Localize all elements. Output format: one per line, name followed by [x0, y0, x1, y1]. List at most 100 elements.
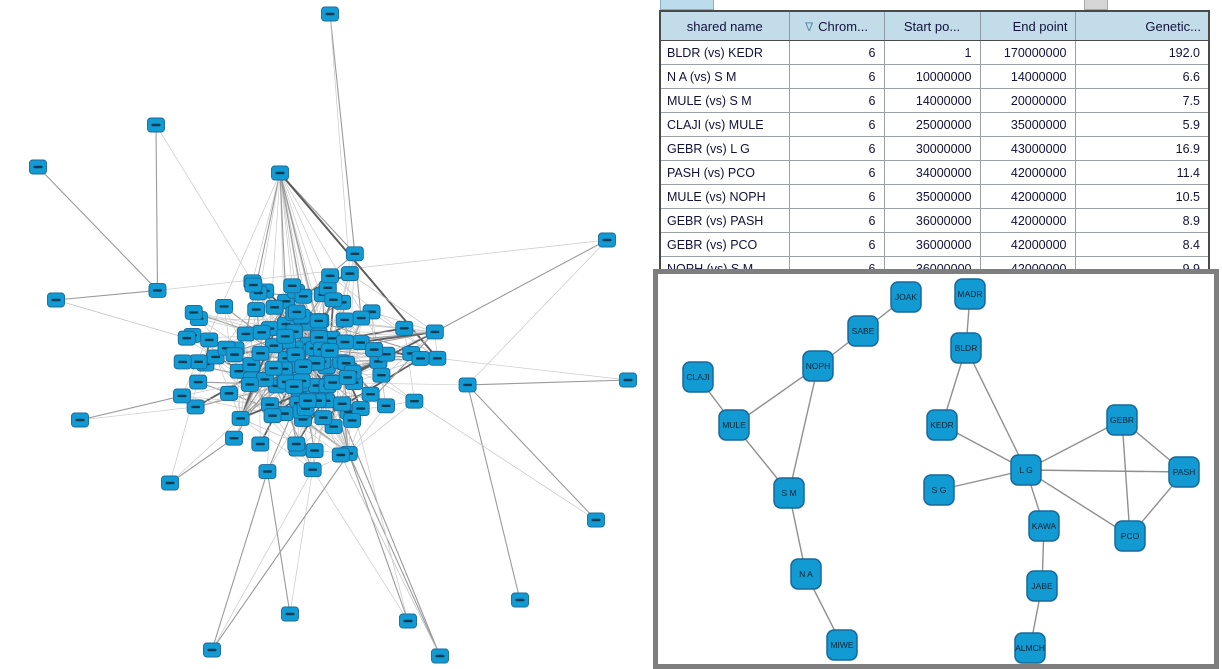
network-node-almch[interactable]: ALMCH	[1014, 632, 1046, 664]
network-node[interactable]	[242, 357, 261, 372]
network-node[interactable]	[352, 310, 371, 326]
network-node[interactable]	[428, 350, 447, 366]
network-node[interactable]	[251, 436, 270, 452]
network-node[interactable]	[177, 330, 196, 346]
network-node[interactable]	[324, 292, 343, 308]
network-node-gebr[interactable]: GEBR	[1106, 404, 1138, 436]
network-node-joak[interactable]: JOAK	[890, 281, 922, 313]
network-node[interactable]	[47, 292, 65, 308]
network-node[interactable]	[598, 232, 616, 248]
network-node[interactable]	[252, 324, 271, 340]
network-node[interactable]	[265, 299, 284, 315]
network-node-l-g[interactable]: L G	[1010, 454, 1042, 486]
network-node[interactable]	[458, 377, 477, 393]
network-node[interactable]	[264, 360, 283, 376]
network-node[interactable]	[231, 410, 250, 426]
network-node[interactable]	[340, 266, 359, 282]
table-row[interactable]: GEBR (vs) L G 6 30000000 43000000 16.9	[659, 136, 1210, 161]
network-node[interactable]	[345, 246, 364, 262]
network-node[interactable]	[244, 277, 263, 293]
tab-stub-left[interactable]	[660, 0, 714, 10]
network-node[interactable]	[320, 343, 339, 359]
network-node[interactable]	[186, 399, 205, 415]
large-network-canvas[interactable]	[0, 0, 651, 669]
network-node[interactable]	[309, 313, 328, 329]
network-node-claji[interactable]: CLAJI	[682, 361, 714, 393]
network-node[interactable]	[286, 347, 305, 363]
network-node[interactable]	[372, 367, 391, 383]
network-node[interactable]	[619, 372, 637, 388]
network-node-noph[interactable]: NOPH	[802, 350, 834, 382]
network-node[interactable]	[294, 359, 313, 375]
network-node[interactable]	[281, 606, 299, 622]
network-node[interactable]	[236, 326, 255, 342]
network-node[interactable]	[247, 302, 266, 318]
network-node[interactable]	[405, 393, 424, 409]
network-node[interactable]	[29, 159, 47, 175]
network-node[interactable]	[189, 374, 208, 390]
network-node[interactable]	[333, 396, 352, 412]
network-node[interactable]	[303, 462, 322, 478]
table-row[interactable]: N A (vs) S M 6 10000000 14000000 6.6	[659, 64, 1210, 89]
network-node[interactable]	[147, 117, 165, 133]
network-node[interactable]	[263, 408, 282, 424]
network-node[interactable]	[285, 379, 304, 395]
column-header-chrom[interactable]: ∇ Chrom...	[788, 10, 885, 41]
network-node[interactable]	[335, 334, 354, 350]
table-row[interactable]: GEBR (vs) PASH 6 36000000 42000000 8.9	[659, 208, 1210, 233]
network-node[interactable]	[173, 388, 191, 404]
network-node[interactable]	[399, 613, 417, 629]
network-node-madr[interactable]: MADR	[954, 278, 986, 310]
network-node[interactable]	[251, 345, 270, 361]
network-node[interactable]	[365, 342, 384, 358]
network-node[interactable]	[271, 165, 289, 181]
network-node[interactable]	[511, 592, 529, 608]
network-node[interactable]	[71, 412, 89, 428]
network-node[interactable]	[189, 354, 208, 370]
network-node-bldr[interactable]: BLDR	[950, 332, 982, 364]
network-node[interactable]	[361, 386, 380, 402]
network-node-jabe[interactable]: JABE	[1026, 570, 1058, 602]
table-row[interactable]: GEBR (vs) PCO 6 36000000 42000000 8.4	[659, 232, 1210, 257]
tab-stub-right[interactable]	[1084, 0, 1108, 10]
network-node-pash[interactable]: PASH	[1168, 456, 1200, 488]
network-node-sabe[interactable]: SABE	[847, 315, 879, 347]
network-node[interactable]	[331, 447, 350, 463]
network-node[interactable]	[321, 6, 339, 22]
network-node[interactable]	[173, 354, 192, 370]
network-node-mule[interactable]: MULE	[718, 409, 750, 441]
network-node[interactable]	[276, 328, 295, 344]
network-node-miwe[interactable]: MIWE	[826, 629, 858, 661]
column-header-end-point[interactable]: End point	[979, 10, 1076, 41]
network-node[interactable]	[200, 332, 219, 348]
small-network-canvas[interactable]: JOAK SABE NOPH CLAJI MULE S M N A MIWE MADR BLDR K…	[658, 274, 1214, 664]
network-node-pco[interactable]: PCO	[1114, 520, 1146, 552]
network-node[interactable]	[283, 278, 302, 294]
column-header-shared-name[interactable]: shared name	[659, 10, 790, 41]
network-node[interactable]	[215, 299, 234, 314]
network-node[interactable]	[148, 282, 167, 298]
network-node[interactable]	[431, 648, 449, 664]
network-node[interactable]	[225, 347, 244, 363]
network-node[interactable]	[287, 436, 306, 452]
network-node[interactable]	[587, 512, 605, 528]
network-node[interactable]	[343, 413, 362, 428]
network-node-s-m[interactable]: S M	[773, 477, 805, 509]
network-node[interactable]	[377, 398, 395, 414]
filter-icon[interactable]: ∇	[805, 19, 814, 34]
network-node[interactable]	[298, 393, 317, 409]
network-node[interactable]	[240, 376, 259, 392]
network-node[interactable]	[203, 642, 221, 658]
table-row[interactable]: PASH (vs) PCO 6 34000000 42000000 11.4	[659, 160, 1210, 185]
network-node-n-a[interactable]: N A	[790, 558, 822, 590]
network-node-kedr[interactable]: KEDR	[926, 409, 958, 441]
table-row[interactable]: BLDR (vs) KEDR 6 1 170000000 192.0	[659, 40, 1210, 65]
network-node-kawa[interactable]: KAWA	[1028, 510, 1060, 542]
network-node[interactable]	[161, 475, 179, 491]
network-node[interactable]	[411, 350, 430, 366]
table-row[interactable]: MULE (vs) NOPH 6 35000000 42000000 10.5	[659, 184, 1210, 209]
network-node[interactable]	[338, 369, 357, 385]
table-row[interactable]: CLAJI (vs) MULE 6 25000000 35000000 5.9	[659, 112, 1210, 137]
network-node[interactable]	[425, 324, 444, 340]
network-node-s-g[interactable]: S G	[923, 474, 955, 506]
